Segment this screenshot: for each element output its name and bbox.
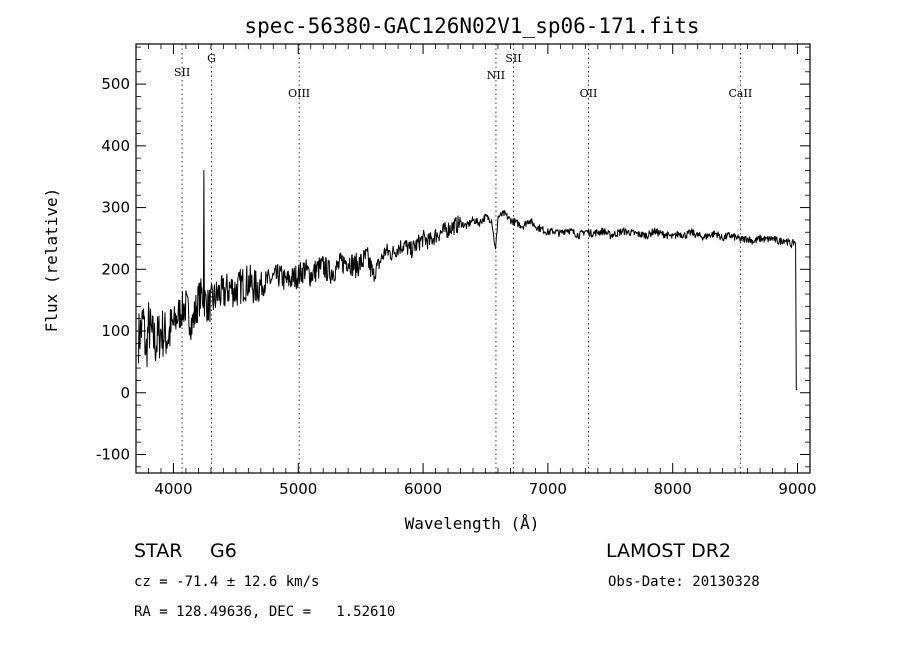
y-axis-label: Flux (relative) — [42, 188, 61, 333]
series-layer — [138, 170, 798, 391]
y-tick-label: 300 — [101, 199, 130, 217]
y-tick-label: 100 — [101, 322, 130, 340]
y-tick-label: 500 — [101, 75, 130, 93]
axis-ticks: 4000 5000 6000 7000 8000 9000 -100 0 100 200 300 40… — [96, 44, 817, 498]
y-tick-label: 400 — [101, 137, 130, 155]
line-marker-label: OIII — [288, 87, 310, 100]
y-tick-label: 0 — [120, 384, 130, 402]
spectrum-line — [138, 170, 798, 391]
object-subclass: G6 — [210, 540, 237, 562]
x-tick-label: 7000 — [529, 480, 567, 498]
x-tick-label: 6000 — [404, 480, 442, 498]
line-marker-label: CaII — [729, 87, 753, 100]
y-tick-label: 200 — [101, 260, 130, 278]
redshift-text: cz = -71.4 ± 12.6 km/s — [134, 574, 320, 590]
chart-title: spec-56380-GAC126N02V1_sp06-171.fits — [244, 14, 699, 38]
line-marker-label: SII — [174, 66, 190, 79]
x-tick-label: 9000 — [778, 480, 816, 498]
line-marker-label: G — [207, 52, 216, 65]
survey-name: LAMOST DR2 — [606, 540, 731, 562]
x-axis-label: Wavelength (Å) — [405, 514, 540, 533]
line-marker-label: NII — [487, 69, 505, 82]
coordinates: RA = 128.49636, DEC = 1.52610 — [134, 604, 396, 620]
obs-date: Obs-Date: 20130328 — [608, 574, 760, 590]
line-marker-label: OII — [580, 87, 598, 100]
x-tick-label: 8000 — [654, 480, 692, 498]
line-marker-label: SII — [505, 52, 521, 65]
y-tick-label: -100 — [96, 445, 130, 463]
object-type: STAR — [134, 540, 183, 562]
x-tick-label: 4000 — [154, 480, 192, 498]
x-tick-label: 5000 — [279, 480, 317, 498]
plot-frame — [135, 43, 811, 474]
